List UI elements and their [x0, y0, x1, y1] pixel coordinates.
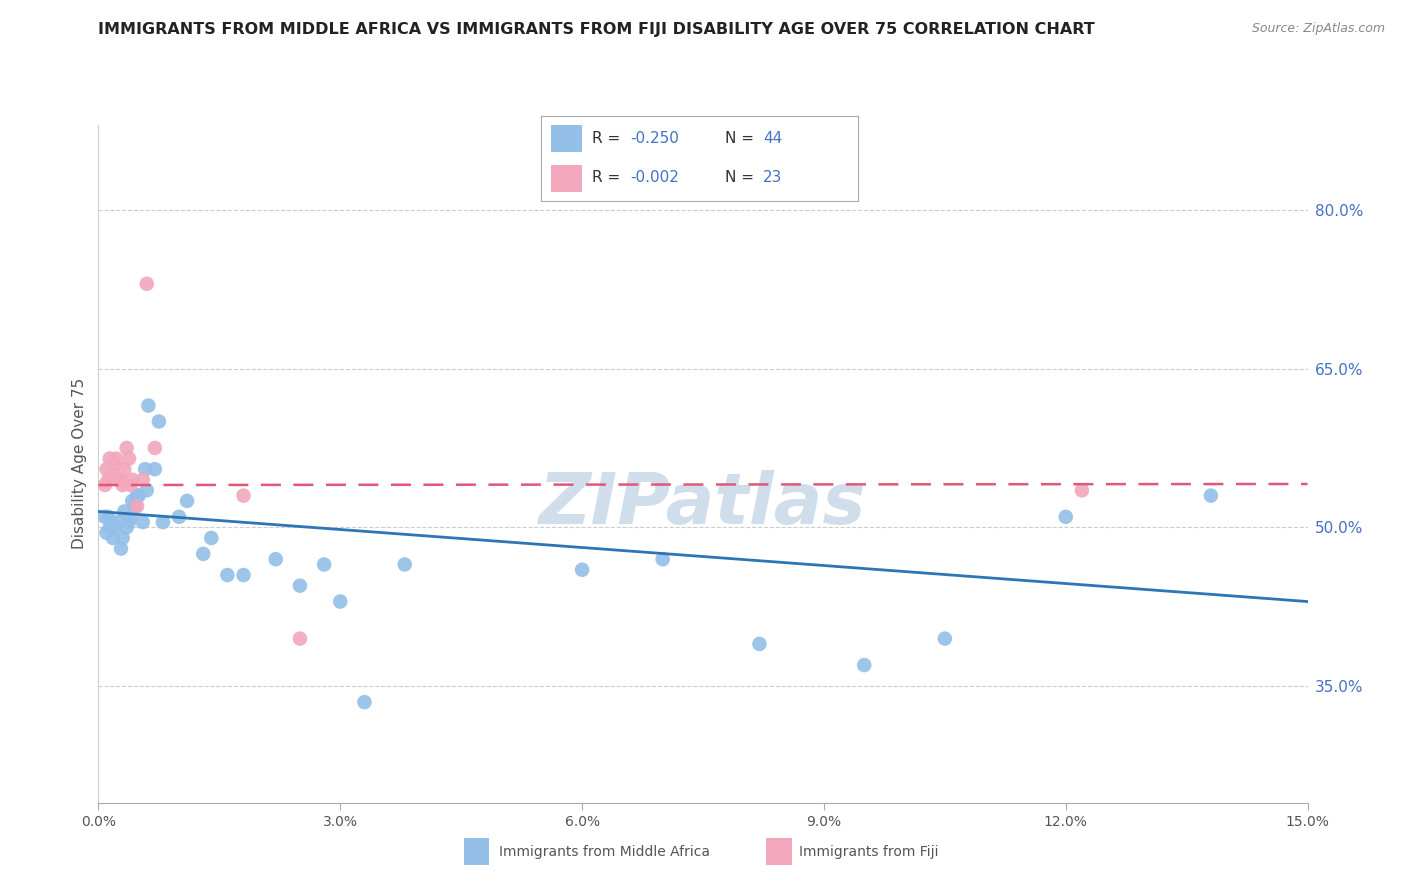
- Point: [107, 473, 129, 487]
- Text: IMMIGRANTS FROM MIDDLE AFRICA VS IMMIGRANTS FROM FIJI DISABILITY AGE OVER 75 COR: IMMIGRANTS FROM MIDDLE AFRICA VS IMMIGRA…: [98, 22, 1095, 37]
- Point: [121, 494, 143, 508]
- Point: [1070, 483, 1092, 498]
- Point: [1054, 509, 1077, 524]
- Point: [112, 462, 135, 476]
- Text: R =: R =: [592, 170, 626, 186]
- Point: [200, 531, 222, 545]
- Point: [115, 441, 138, 455]
- Text: -0.002: -0.002: [630, 170, 679, 186]
- Point: [96, 462, 118, 476]
- Point: [110, 473, 132, 487]
- Text: Immigrants from Middle Africa: Immigrants from Middle Africa: [499, 845, 710, 859]
- Point: [394, 558, 416, 572]
- Text: R =: R =: [592, 131, 626, 146]
- Point: [571, 563, 593, 577]
- Text: -0.250: -0.250: [630, 131, 679, 146]
- Point: [232, 489, 254, 503]
- Point: [853, 658, 876, 673]
- Text: 44: 44: [762, 131, 782, 146]
- Point: [115, 520, 138, 534]
- Point: [111, 531, 134, 545]
- Point: [1199, 489, 1222, 503]
- Point: [934, 632, 956, 646]
- Point: [176, 494, 198, 508]
- Point: [314, 558, 336, 572]
- Point: [97, 473, 120, 487]
- Point: [100, 467, 122, 482]
- Point: [127, 500, 149, 514]
- Point: [288, 632, 311, 646]
- Point: [132, 473, 155, 487]
- Text: N =: N =: [725, 170, 759, 186]
- Point: [96, 525, 118, 540]
- Point: [107, 515, 129, 529]
- Point: [111, 478, 134, 492]
- Bar: [551, 125, 582, 153]
- Bar: [551, 165, 582, 192]
- Point: [138, 399, 160, 413]
- Point: [329, 594, 352, 608]
- Point: [353, 695, 375, 709]
- Point: [288, 579, 311, 593]
- Point: [120, 509, 142, 524]
- Text: 23: 23: [762, 170, 782, 186]
- Point: [128, 489, 150, 503]
- Point: [232, 568, 254, 582]
- Point: [193, 547, 215, 561]
- Point: [118, 515, 141, 529]
- Text: ZIPatlas: ZIPatlas: [540, 470, 866, 539]
- Point: [167, 509, 190, 524]
- Point: [120, 478, 142, 492]
- Point: [98, 451, 121, 466]
- Point: [101, 467, 124, 482]
- Point: [121, 473, 143, 487]
- Point: [134, 462, 156, 476]
- Point: [110, 541, 132, 556]
- Point: [124, 500, 146, 514]
- Y-axis label: Disability Age Over 75: Disability Age Over 75: [72, 378, 87, 549]
- Point: [143, 462, 166, 476]
- Text: Immigrants from Fiji: Immigrants from Fiji: [799, 845, 938, 859]
- Point: [127, 489, 149, 503]
- Point: [135, 483, 157, 498]
- Point: [97, 509, 120, 524]
- Point: [101, 531, 124, 545]
- Point: [152, 515, 174, 529]
- Point: [748, 637, 770, 651]
- Point: [651, 552, 673, 566]
- Point: [217, 568, 239, 582]
- Point: [94, 509, 117, 524]
- Point: [100, 515, 122, 529]
- Point: [132, 515, 155, 529]
- Point: [148, 415, 170, 429]
- Text: N =: N =: [725, 131, 759, 146]
- Point: [94, 478, 117, 492]
- Point: [143, 441, 166, 455]
- Point: [103, 457, 125, 471]
- Point: [105, 451, 128, 466]
- Point: [112, 504, 135, 518]
- Point: [118, 451, 141, 466]
- Point: [264, 552, 287, 566]
- Text: Source: ZipAtlas.com: Source: ZipAtlas.com: [1251, 22, 1385, 36]
- Point: [98, 520, 121, 534]
- Point: [103, 520, 125, 534]
- Point: [135, 277, 157, 291]
